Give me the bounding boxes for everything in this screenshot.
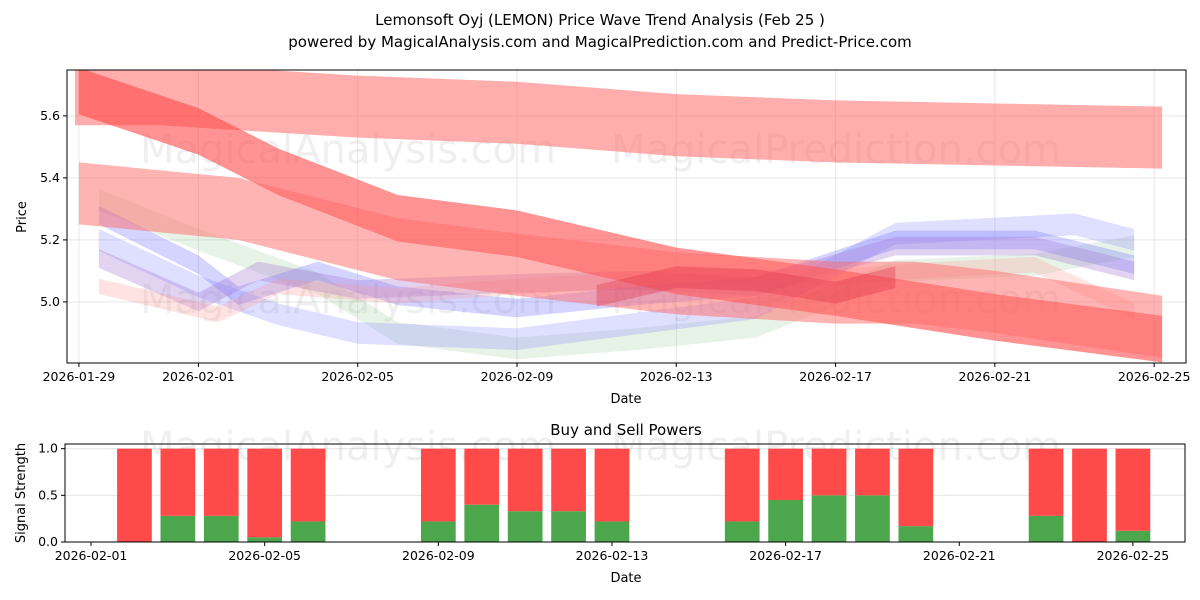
sell-bar <box>768 448 803 500</box>
chart-title: Lemonsoft Oyj (LEMON) Price Wave Trend A… <box>375 11 825 29</box>
plot-frame <box>64 443 1186 543</box>
x-tick-label: 2026-02-09 <box>481 369 554 384</box>
sell-bar <box>420 448 456 522</box>
x-tick-label: 2026-01-29 <box>43 369 116 384</box>
wave-band-red-middle <box>78 162 1163 358</box>
bands-group <box>74 70 1163 363</box>
y-tick-label: 5.0 <box>40 294 60 309</box>
buy-bar <box>811 495 847 542</box>
x-tick-label: 2026-02-21 <box>923 548 996 563</box>
buy-bar <box>160 515 196 542</box>
buy-bar <box>768 500 803 542</box>
y-axis-label: Price <box>15 201 30 233</box>
y-tick-label: 0.0 <box>38 534 58 549</box>
sell-bar <box>594 448 630 522</box>
sell-bar <box>551 448 586 512</box>
buy-bar <box>1115 530 1151 542</box>
plot-frame <box>66 69 1187 364</box>
y-tick-label: 5.4 <box>40 170 60 185</box>
buy-bar <box>464 504 500 542</box>
x-tick-label: 2026-02-05 <box>321 369 394 384</box>
sell-bar <box>811 448 847 496</box>
y-tick-label: 5.6 <box>40 108 60 123</box>
buy-bar <box>551 511 586 542</box>
sell-bar <box>247 448 283 538</box>
buy-bar <box>420 521 456 542</box>
x-axis-label: Date <box>610 392 641 407</box>
wave-band-red-upper <box>74 70 1163 169</box>
y-tick-label: 5.2 <box>40 232 60 247</box>
buy-bar <box>290 521 326 542</box>
x-tick-label: 2026-02-13 <box>576 548 649 563</box>
sell-bar <box>1028 448 1064 516</box>
buy-bar <box>203 515 239 542</box>
x-tick-label: 2026-02-17 <box>749 548 822 563</box>
x-tick-label: 2026-02-21 <box>959 369 1032 384</box>
x-tick-label: 2026-02-05 <box>228 548 301 563</box>
sell-bar <box>203 448 239 516</box>
y-tick-label: 1.0 <box>38 441 58 456</box>
buy-bar <box>594 521 630 542</box>
sell-bar <box>290 448 326 522</box>
x-tick-label: 2026-02-25 <box>1097 548 1170 563</box>
x-tick-label: 2026-02-13 <box>640 369 713 384</box>
sell-bar <box>1115 448 1151 531</box>
wave-band-crimson-overlap <box>596 266 896 307</box>
sell-bar <box>464 448 500 505</box>
wave-band-green-faint <box>98 188 1135 360</box>
x-tick-label: 2026-02-17 <box>799 369 872 384</box>
sell-bar <box>724 448 760 522</box>
buy-bar <box>724 521 760 542</box>
chart-subtitle: powered by MagicalAnalysis.com and Magic… <box>288 33 912 51</box>
x-tick-label: 2026-02-09 <box>402 548 475 563</box>
buy-bar <box>855 495 890 542</box>
buy-sell-chart: Buy and Sell Powers MagicalAnalysis.com … <box>14 421 1186 586</box>
price-chart: MagicalAnalysis.com MagicalPrediction.co… <box>15 69 1191 407</box>
buy-bar <box>1028 515 1064 542</box>
wave-band-blue-lower <box>98 213 1135 350</box>
x-tick-label: 2026-02-01 <box>55 548 128 563</box>
sell-bar <box>507 448 543 512</box>
subchart-title: Buy and Sell Powers <box>550 421 702 439</box>
buy-bar <box>507 511 543 542</box>
wave-band-blue-mid <box>98 205 1135 318</box>
sell-bar <box>160 448 196 516</box>
sell-bar <box>855 448 890 496</box>
x-tick-label: 2026-02-25 <box>1118 369 1191 384</box>
y-axis-label: Signal Strength <box>14 443 29 543</box>
y-tick-label: 0.5 <box>38 487 58 502</box>
sell-bar <box>117 448 152 542</box>
buy-bar <box>247 537 283 542</box>
buy-bar <box>898 526 934 542</box>
sell-bar <box>1072 448 1107 542</box>
x-tick-label: 2026-02-01 <box>162 369 235 384</box>
sell-bar <box>898 448 934 527</box>
x-axis-label: Date <box>610 571 641 586</box>
